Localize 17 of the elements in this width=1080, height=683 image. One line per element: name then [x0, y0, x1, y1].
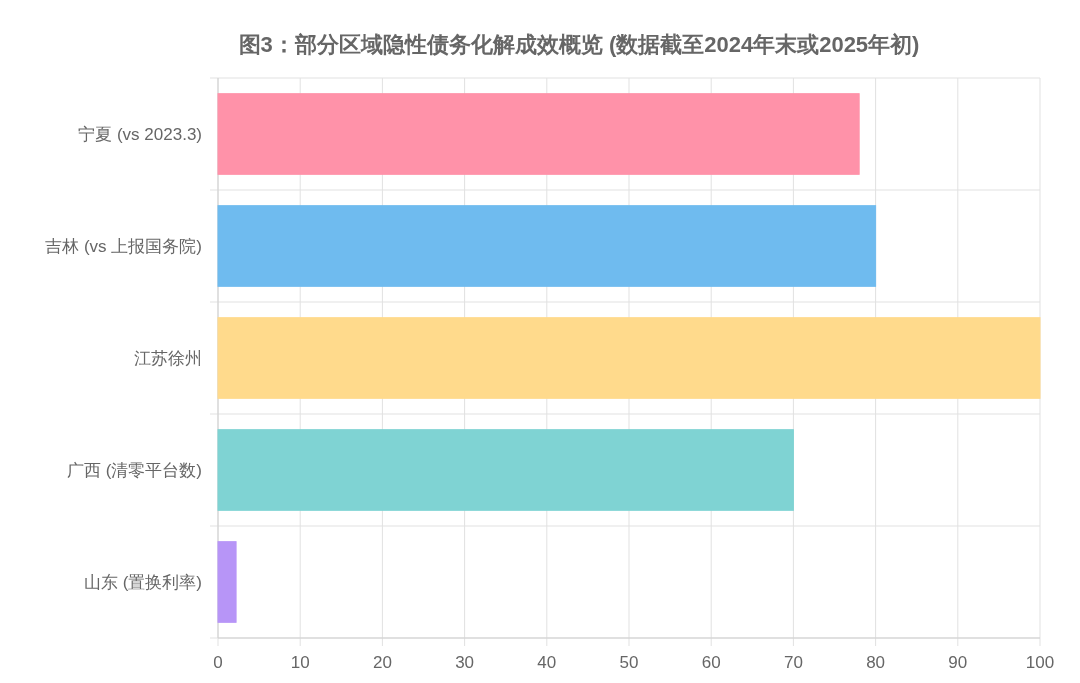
x-tick-label: 80 — [866, 653, 886, 672]
y-tick-label: 宁夏 (vs 2023.3) — [78, 125, 202, 144]
x-tick-label: 20 — [372, 653, 392, 672]
x-tick-label: 0 — [213, 653, 223, 672]
x-tick-label: 50 — [619, 653, 639, 672]
x-tick-label: 90 — [948, 653, 968, 672]
chart-title: 图3：部分区域隐性债务化解成效概览 (数据截至2024年末或2025年初) — [238, 32, 920, 57]
y-tick-label: 山东 (置换利率) — [83, 573, 202, 592]
x-tick-label: 40 — [537, 653, 557, 672]
x-tick-label: 70 — [783, 653, 803, 672]
y-tick-label: 江苏徐州 — [134, 349, 202, 368]
y-tick-label: 广西 (清零平台数) — [66, 461, 202, 480]
x-tick-label: 100 — [1025, 653, 1055, 672]
x-tick-label: 60 — [701, 653, 721, 672]
x-tick-label: 30 — [455, 653, 475, 672]
x-tick-label: 10 — [290, 653, 310, 672]
y-tick-label: 吉林 (vs 上报国务院) — [45, 237, 202, 256]
